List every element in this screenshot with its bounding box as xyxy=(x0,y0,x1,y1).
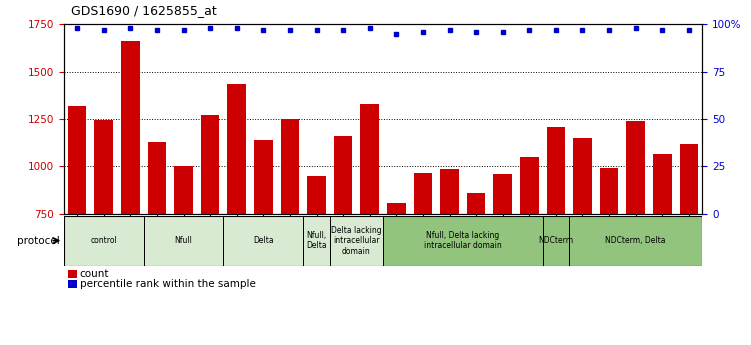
Bar xyxy=(303,216,330,266)
Text: Nfull: Nfull xyxy=(174,236,192,245)
Bar xyxy=(383,216,542,266)
Bar xyxy=(307,176,326,214)
Bar xyxy=(573,138,592,214)
Text: count: count xyxy=(80,269,109,279)
Text: control: control xyxy=(90,236,117,245)
Bar xyxy=(143,216,224,266)
Bar xyxy=(547,127,566,214)
Text: Nfull, Delta lacking
intracellular domain: Nfull, Delta lacking intracellular domai… xyxy=(424,231,502,250)
Bar xyxy=(64,216,143,266)
Bar xyxy=(414,173,433,214)
Bar xyxy=(254,140,273,214)
Bar xyxy=(520,157,538,214)
Bar xyxy=(440,169,459,214)
Bar xyxy=(174,166,193,214)
Text: NDCterm: NDCterm xyxy=(538,236,574,245)
Bar xyxy=(387,203,406,214)
Bar xyxy=(228,84,246,214)
Bar xyxy=(600,168,618,214)
Bar xyxy=(281,119,299,214)
Text: NDCterm, Delta: NDCterm, Delta xyxy=(605,236,666,245)
Bar xyxy=(201,115,219,214)
Bar xyxy=(467,193,485,214)
Bar xyxy=(121,41,140,214)
Bar xyxy=(360,104,379,214)
Bar xyxy=(680,144,698,214)
Bar xyxy=(68,106,86,214)
Bar xyxy=(95,120,113,214)
Bar xyxy=(653,154,671,214)
Text: GDS1690 / 1625855_at: GDS1690 / 1625855_at xyxy=(71,4,217,17)
Bar xyxy=(333,136,352,214)
Bar xyxy=(493,174,512,214)
Bar xyxy=(543,216,569,266)
Bar xyxy=(626,121,645,214)
Text: percentile rank within the sample: percentile rank within the sample xyxy=(80,279,255,289)
Text: protocol: protocol xyxy=(17,236,59,246)
Text: Delta: Delta xyxy=(253,236,273,245)
Text: Delta lacking
intracellular
domain: Delta lacking intracellular domain xyxy=(331,226,382,256)
Bar xyxy=(569,216,702,266)
Bar xyxy=(148,142,166,214)
Bar xyxy=(330,216,383,266)
Text: Nfull,
Delta: Nfull, Delta xyxy=(306,231,327,250)
Bar xyxy=(224,216,303,266)
